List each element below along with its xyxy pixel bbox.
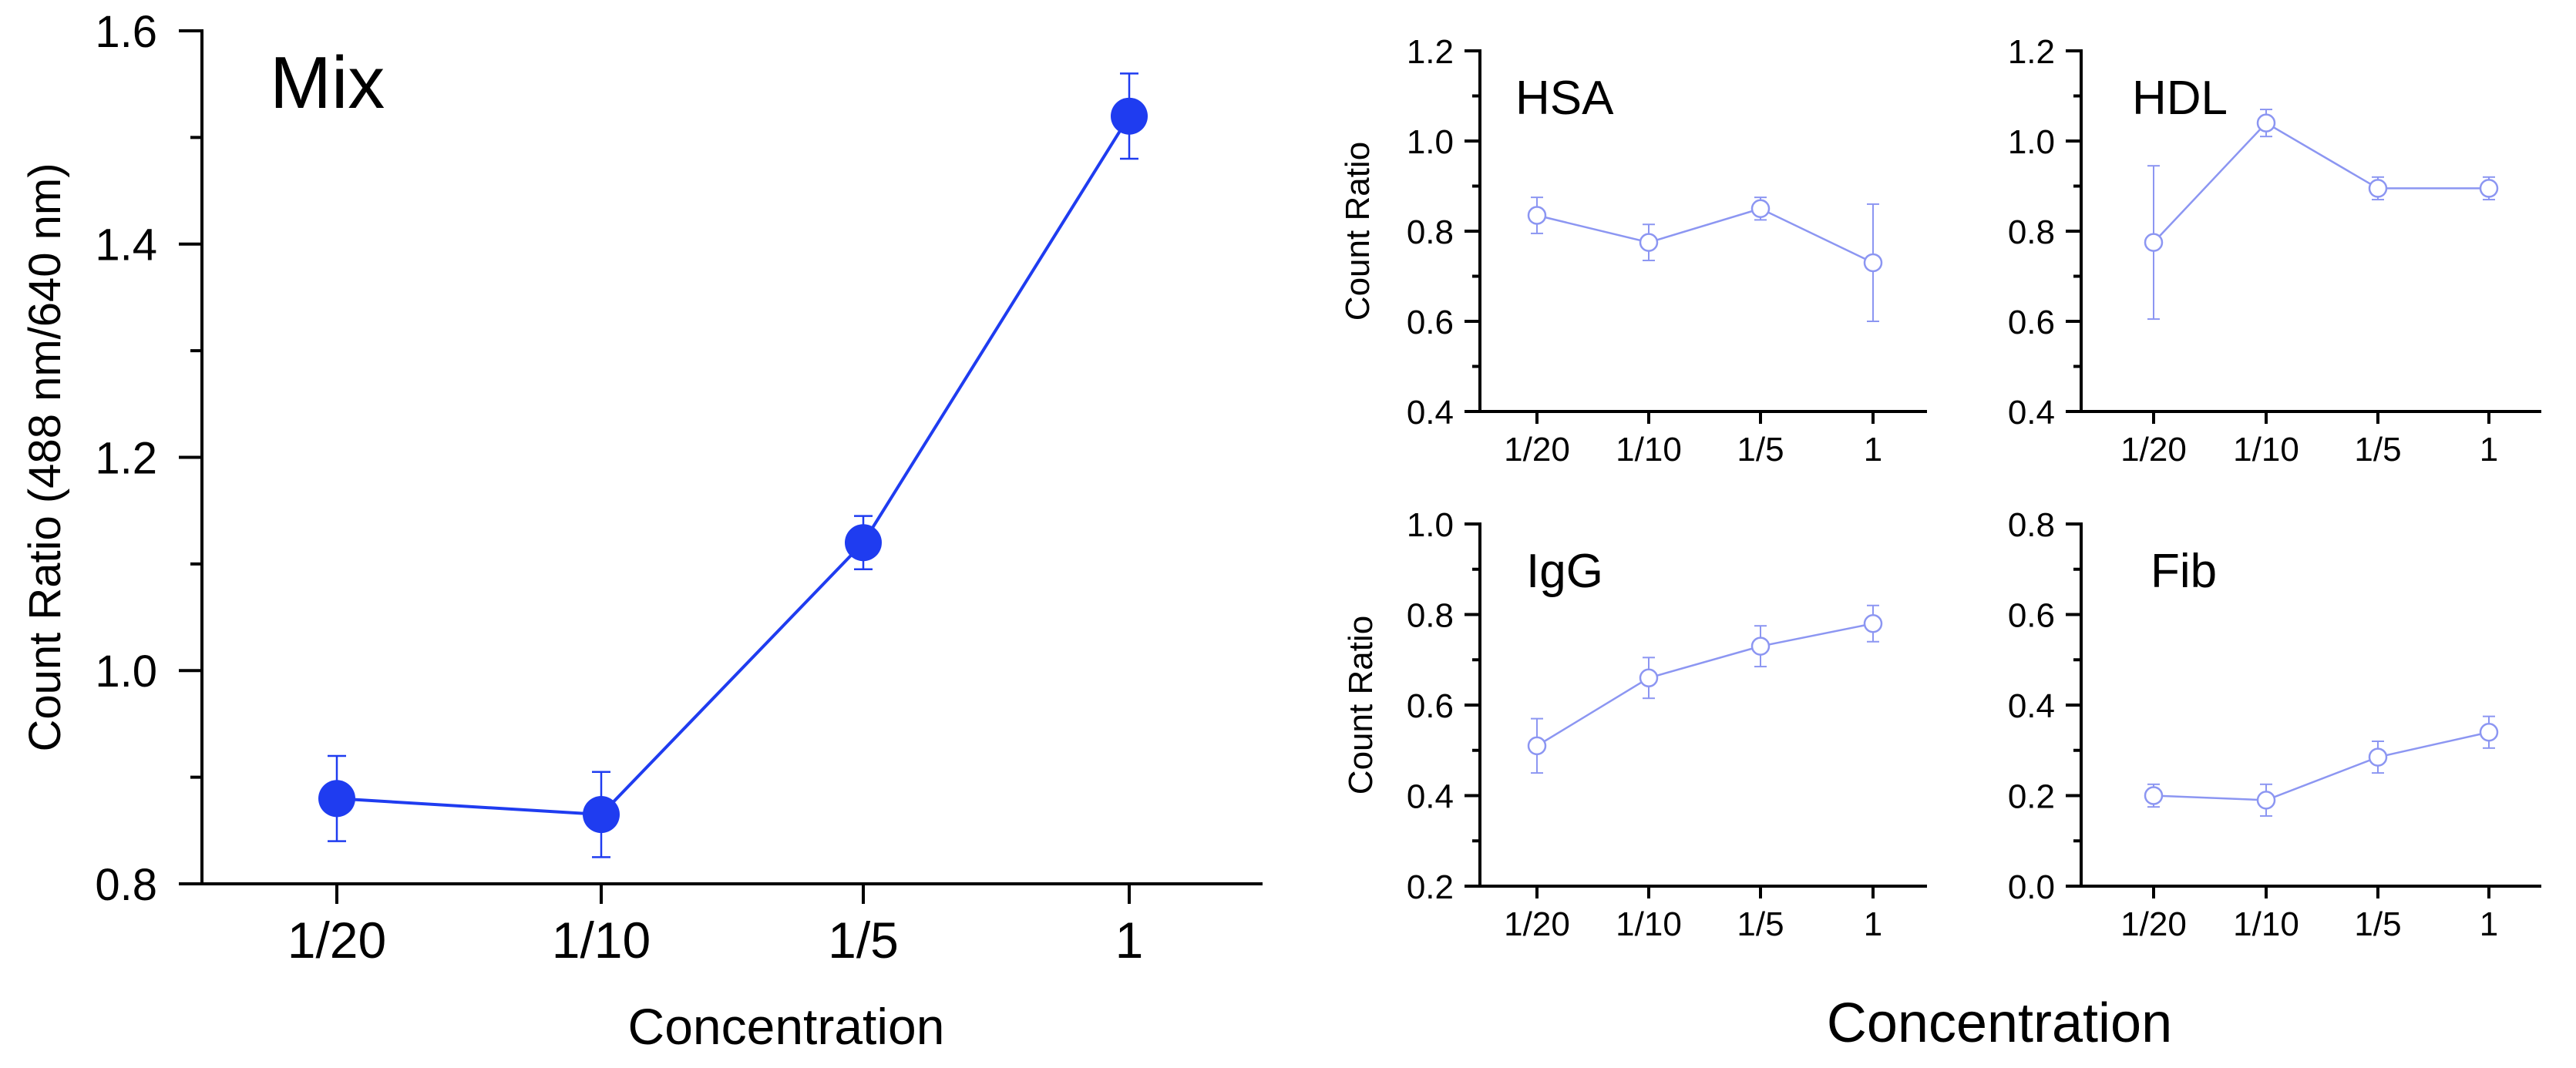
y-tick-label: 0.0: [2008, 868, 2055, 906]
y-tick-label: 1.6: [95, 7, 157, 57]
data-point: [2256, 113, 2276, 133]
y-axis-label: Count Ratio (488 nm/640 nm): [20, 163, 70, 751]
x-tick-label: 1/5: [828, 912, 899, 969]
data-point: [2256, 791, 2276, 810]
y-axis-label: Count Ratio: [1342, 616, 1380, 794]
data-point: [2479, 723, 2499, 742]
y-tick-label: 0.4: [2008, 394, 2055, 432]
data-point: [2479, 179, 2499, 198]
chart-title: HSA: [1515, 72, 1614, 125]
y-tick-label: 0.8: [2008, 213, 2055, 251]
x-tick-label: 1/5: [2354, 905, 2401, 943]
data-point: [1639, 233, 1659, 252]
data-point: [2144, 233, 2164, 252]
chart-panel-hdl: 0.4 0.6 0.8 1.0 1.2 1/20 1/10 1/5 1 HDL: [2008, 33, 2541, 469]
y-tick-label: 0.2: [2008, 777, 2055, 815]
x-axis-label: Concentration: [628, 998, 945, 1055]
series-line: [1536, 623, 1874, 747]
x-tick-label: 1: [1115, 912, 1144, 969]
y-tick-label: 1.0: [1407, 506, 1454, 544]
x-tick-label: 1/5: [1737, 431, 1784, 469]
y-tick-label: 1.0: [1407, 123, 1454, 161]
x-tick-label: 1/5: [2354, 431, 2401, 469]
y-tick-label: 0.2: [1407, 868, 1454, 906]
x-tick-label: 1/20: [288, 912, 386, 969]
data-point: [2144, 786, 2164, 805]
series-line: [336, 115, 1131, 817]
chart-title: HDL: [2132, 72, 2228, 125]
chart-panel-hsa: 0.4 0.6 0.8 1.0 1.2 1/20 1/10 1/5 1 HSA Count Rati…: [1339, 33, 1927, 469]
x-tick-label: 1: [2480, 431, 2498, 469]
y-axis-label: Count Ratio: [1339, 142, 1377, 321]
y-tick-label: 1.2: [2008, 33, 2055, 71]
y-tick-label: 0.8: [1407, 596, 1454, 634]
y-tick-label: 0.6: [1407, 687, 1454, 725]
series-line: [2153, 731, 2490, 801]
x-tick-label: 1: [1864, 431, 1882, 469]
x-tick-label: 1/5: [1737, 905, 1784, 943]
y-tick-label: 0.4: [1407, 394, 1454, 432]
y-tick-label: 0.8: [2008, 506, 2055, 544]
y-tick-label: 0.8: [95, 860, 157, 910]
y-tick-label: 0.6: [2008, 304, 2055, 341]
chart-panel-fib: 0.0 0.2 0.4 0.6 0.8 1/20 1/10 1/5 1 Fib: [2008, 506, 2541, 943]
y-tick-label: 0.4: [1407, 777, 1454, 815]
y-tick-label: 0.4: [2008, 687, 2055, 725]
chart-title: IgG: [1526, 545, 1603, 598]
x-tick-label: 1/20: [1504, 905, 1570, 943]
series-line: [1536, 207, 1874, 264]
y-tick-label: 1.2: [95, 433, 157, 483]
data-point: [2368, 747, 2388, 767]
data-point: [1750, 636, 1771, 656]
data-point: [1527, 206, 1547, 225]
data-point: [1750, 199, 1771, 218]
x-tick-label: 1/10: [1616, 905, 1682, 943]
data-point: [845, 524, 882, 562]
data-point: [1863, 614, 1883, 633]
x-tick-label: 1/20: [2120, 431, 2187, 469]
data-point: [1863, 253, 1883, 273]
data-point: [583, 796, 620, 834]
chart-title: Mix: [270, 42, 385, 124]
x-tick-label: 1/20: [1504, 431, 1570, 469]
y-tick-label: 1.2: [1407, 33, 1454, 71]
x-tick-label: 1/20: [2120, 905, 2187, 943]
x-tick-label: 1: [2480, 905, 2498, 943]
y-tick-label: 1.0: [2008, 123, 2055, 161]
y-tick-label: 0.8: [1407, 213, 1454, 251]
chart-panel-mix: 0.8 1.0 1.2 1.4 1.6 1/20 1/10 1/5 1 Mix Count Rati…: [20, 7, 1263, 1055]
x-tick-label: 1/10: [2233, 905, 2299, 943]
data-point: [1527, 736, 1547, 756]
series-line: [2153, 122, 2489, 243]
y-tick-label: 1.4: [95, 220, 157, 270]
data-point: [318, 780, 355, 818]
data-point: [1111, 97, 1148, 135]
chart-title: Fib: [2151, 545, 2217, 598]
x-tick-label: 1/10: [552, 912, 651, 969]
chart-panel-igg: 0.2 0.4 0.6 0.8 1.0 1/20 1/10 1/5 1 IgG Count Rati…: [1342, 506, 1927, 943]
data-point: [2368, 179, 2388, 198]
data-point: [1639, 668, 1659, 687]
x-tick-label: 1/10: [2233, 431, 2299, 469]
shared-x-axis-label: Concentration: [1827, 992, 2172, 1054]
y-tick-label: 1.0: [95, 647, 157, 697]
y-tick-label: 0.6: [1407, 304, 1454, 341]
x-tick-label: 1: [1864, 905, 1882, 943]
x-tick-label: 1/10: [1616, 431, 1682, 469]
y-tick-label: 0.6: [2008, 596, 2055, 634]
